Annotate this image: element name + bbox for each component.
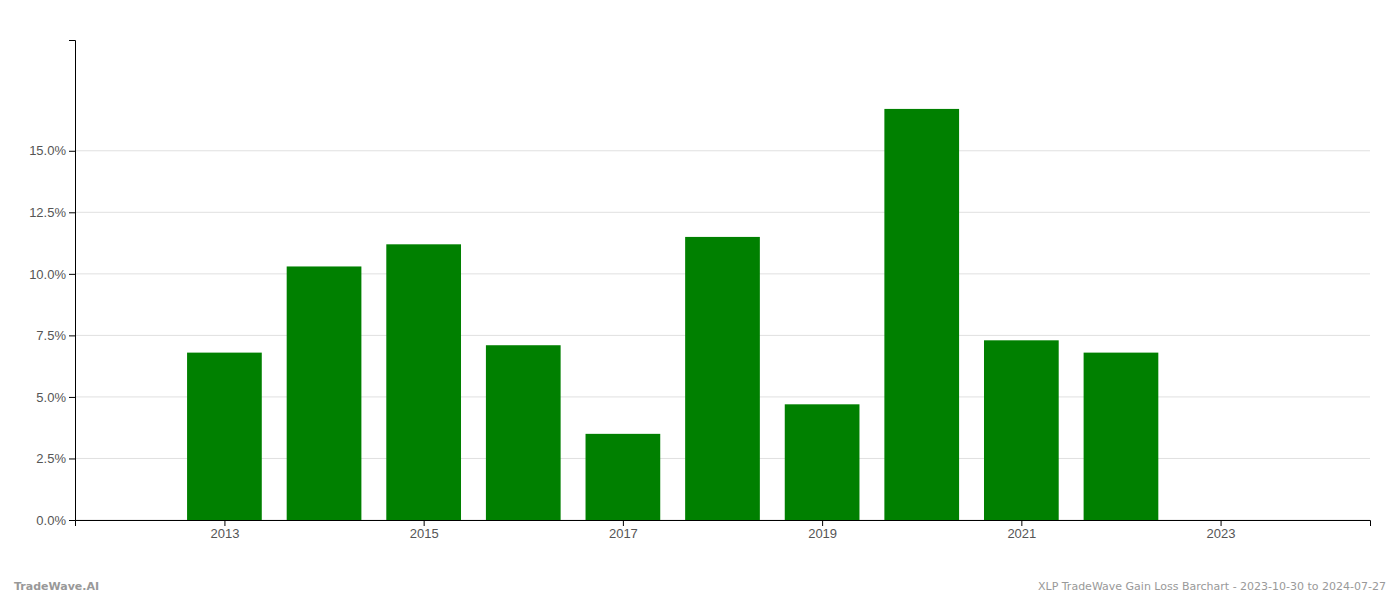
bar	[884, 109, 959, 520]
bar	[685, 237, 760, 520]
grid-line	[75, 150, 1370, 151]
bar	[486, 345, 561, 520]
x-axis: 2013 2015 2017 2019 2021 2023	[76, 520, 1371, 541]
x-tick-label: 2021	[1007, 526, 1036, 541]
x-axis-line	[76, 521, 1371, 527]
y-tick-mark	[69, 397, 75, 398]
y-tick-label: 7.5%	[36, 328, 66, 343]
footer-right: XLP TradeWave Gain Loss Barchart - 2023-…	[1038, 580, 1386, 593]
bar	[586, 434, 661, 520]
x-tick-mark	[224, 520, 225, 526]
grid-line	[75, 212, 1370, 213]
x-tick: 2019	[808, 520, 837, 541]
y-tick: 5.0%	[36, 390, 75, 405]
bar	[386, 244, 461, 520]
y-tick-label: 2.5%	[36, 451, 66, 466]
y-tick-mark	[69, 274, 75, 275]
y-tick-mark	[69, 335, 75, 336]
y-tick-label: 0.0%	[36, 513, 66, 528]
y-tick: 10.0%	[29, 267, 75, 282]
y-tick-label: 10.0%	[29, 267, 66, 282]
bar	[287, 266, 362, 520]
plot: 2013 2015 2017 2019 2021 2023 0.0% 2.5% 5.0% 7.5%…	[29, 41, 1370, 542]
x-tick-label: 2023	[1207, 526, 1236, 541]
y-axis: 0.0% 2.5% 5.0% 7.5% 10.0% 12.5% 15.0%	[29, 41, 75, 528]
x-tick: 2013	[210, 520, 239, 541]
x-tick-label: 2017	[609, 526, 638, 541]
footer-left: TradeWave.AI	[14, 580, 99, 593]
y-tick-mark	[69, 458, 75, 459]
x-tick-mark	[1221, 520, 1222, 526]
y-tick: 0.0%	[36, 513, 75, 528]
x-tick-mark	[623, 520, 624, 526]
x-tick: 2017	[609, 520, 638, 541]
y-tick: 15.0%	[29, 143, 75, 158]
x-tick-mark	[822, 520, 823, 526]
bar	[187, 353, 262, 520]
x-tick: 2023	[1207, 520, 1236, 541]
bars	[187, 109, 1158, 520]
y-tick-mark	[69, 520, 75, 521]
x-tick-label: 2013	[210, 526, 239, 541]
y-tick: 12.5%	[29, 205, 75, 220]
x-tick: 2015	[410, 520, 439, 541]
x-tick-mark	[424, 520, 425, 526]
x-tick-label: 2019	[808, 526, 837, 541]
x-tick-mark	[1021, 520, 1022, 526]
bar	[785, 404, 860, 520]
bar	[984, 340, 1059, 520]
x-tick: 2021	[1007, 520, 1036, 541]
y-tick-mark	[69, 212, 75, 213]
y-tick: 2.5%	[36, 451, 75, 466]
y-axis-line	[69, 41, 76, 521]
x-tick-label: 2015	[410, 526, 439, 541]
grid	[75, 151, 1370, 520]
bar	[1084, 353, 1159, 520]
chart: 2013 2015 2017 2019 2021 2023 0.0% 2.5% 5.0% 7.5%…	[0, 0, 1400, 600]
y-tick-mark	[69, 151, 75, 152]
y-tick-label: 15.0%	[29, 143, 66, 158]
y-tick-label: 5.0%	[36, 390, 66, 405]
y-tick: 7.5%	[36, 328, 75, 343]
y-tick-label: 12.5%	[29, 205, 66, 220]
